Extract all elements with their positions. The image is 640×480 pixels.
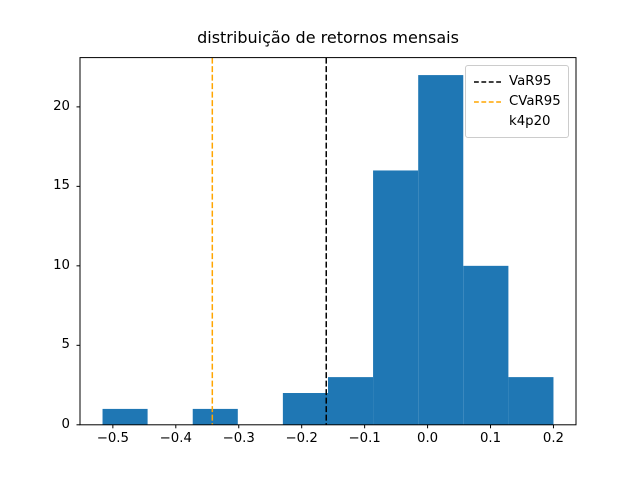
histogram-bar (508, 377, 554, 425)
axes-frame (79, 57, 577, 426)
x-tick-label: −0.3 (222, 431, 255, 446)
x-tick-label: 0.2 (542, 431, 565, 446)
x-tick-label: −0.4 (159, 431, 192, 446)
histogram-bar (192, 408, 238, 425)
legend: VaR95 CVaR95 k4p20 (465, 65, 569, 138)
x-tick-label: −0.5 (96, 431, 129, 446)
histogram-bar (373, 170, 419, 425)
legend-entry: VaR95 (474, 72, 560, 92)
legend-entry: k4p20 (474, 112, 560, 132)
x-tick-label: 0.0 (416, 431, 439, 446)
x-tick-label: 0.1 (479, 431, 502, 446)
legend-handle-empty (474, 120, 501, 124)
x-tick-label: −0.2 (285, 431, 318, 446)
histogram-bar (463, 265, 509, 425)
y-tick-label: 5 (61, 337, 70, 353)
y-tick-label: 10 (53, 257, 70, 273)
chart-title: distribuição de retornos mensais (197, 28, 459, 47)
legend-entry: CVaR95 (474, 92, 561, 112)
y-tick-label: 15 (53, 178, 70, 194)
histogram-bar (282, 393, 328, 425)
histogram-bar (328, 377, 374, 425)
x-tick-label: −0.1 (348, 431, 381, 446)
legend-label: VaR95 (509, 74, 552, 89)
legend-label: k4p20 (509, 114, 551, 129)
legend-label: CVaR95 (509, 94, 561, 109)
dashed-line-icon (474, 101, 501, 103)
y-tick-label: 20 (53, 98, 70, 114)
y-tick-label: 0 (61, 416, 70, 432)
histogram-bar (102, 408, 148, 425)
dashed-line-icon (474, 81, 501, 83)
histogram-bar (418, 75, 464, 425)
